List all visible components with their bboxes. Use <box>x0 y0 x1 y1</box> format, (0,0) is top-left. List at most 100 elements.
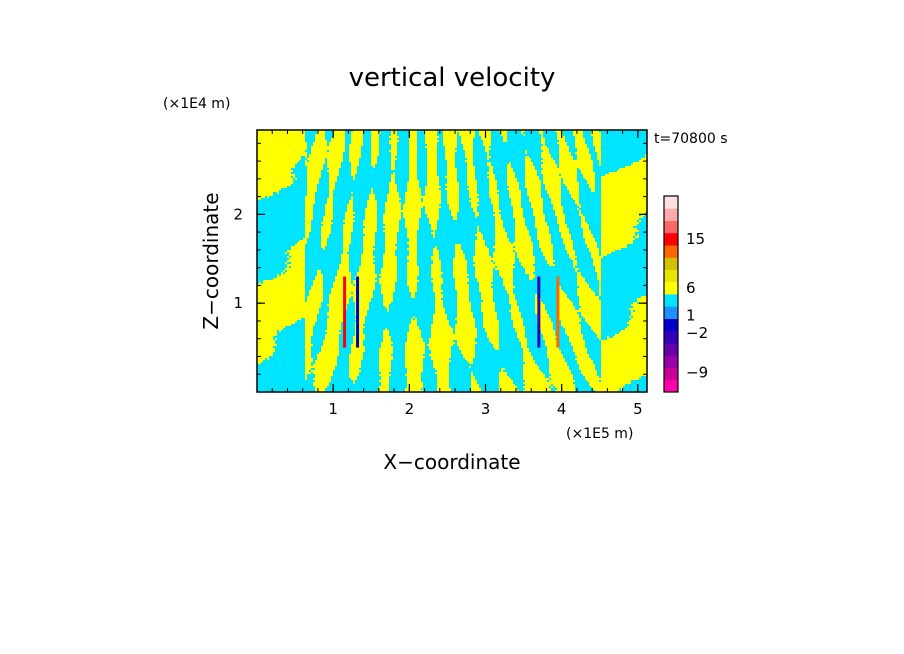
field-cell <box>529 274 535 276</box>
field-cell <box>463 146 473 148</box>
field-cell <box>481 308 495 310</box>
field-cell <box>511 308 519 310</box>
field-cell <box>559 150 569 152</box>
field-cell <box>315 140 327 142</box>
field-cell <box>455 284 469 286</box>
field-cell <box>371 148 379 150</box>
field-cell <box>601 352 647 354</box>
field-cell <box>525 158 531 160</box>
field-cell <box>317 270 321 272</box>
field-cell <box>431 272 443 274</box>
field-cell <box>507 176 515 178</box>
field-cell <box>383 294 393 296</box>
field-cell <box>567 252 575 254</box>
field-cell <box>471 386 479 388</box>
field-cell <box>601 178 647 180</box>
field-cell <box>479 286 491 288</box>
field-cell <box>433 286 441 288</box>
field-cell <box>287 270 305 272</box>
field-cell <box>345 218 353 220</box>
field-cell <box>601 380 631 382</box>
field-cell <box>579 366 595 368</box>
field-cell <box>601 202 647 204</box>
field-cell <box>321 222 333 224</box>
field-cell <box>281 274 305 276</box>
field-cell <box>363 252 373 254</box>
field-cell <box>553 206 563 208</box>
field-cell <box>313 142 327 144</box>
field-cell <box>573 266 575 268</box>
field-cell <box>575 268 579 270</box>
field-cell <box>409 252 417 254</box>
colorbar-segment <box>664 379 678 393</box>
field-cell <box>457 294 469 296</box>
x-tick-label: 5 <box>633 400 643 418</box>
field-cell <box>513 322 523 324</box>
field-cell <box>557 302 573 304</box>
field-cell <box>467 184 477 186</box>
field-cell <box>595 270 601 272</box>
field-cell <box>507 166 511 168</box>
field-cell <box>363 232 375 234</box>
field-cell <box>349 362 361 364</box>
field-cell <box>329 180 337 182</box>
field-cell <box>435 368 449 370</box>
field-cell <box>329 178 337 180</box>
field-cell <box>323 340 339 342</box>
field-cell <box>577 150 589 152</box>
field-cell <box>493 254 515 256</box>
field-cell <box>545 342 557 344</box>
field-cell <box>433 262 441 264</box>
field-cell <box>307 190 317 192</box>
colorbar-segment <box>664 306 678 319</box>
field-cell <box>407 284 417 286</box>
field-cell <box>431 226 437 228</box>
field-cell <box>557 132 563 134</box>
field-cell <box>457 310 471 312</box>
field-cell <box>391 164 395 166</box>
field-cell <box>521 346 527 348</box>
field-cell <box>475 248 489 250</box>
field-cell <box>351 196 353 198</box>
field-cell <box>427 162 437 164</box>
field-cell <box>389 142 397 144</box>
field-cell <box>445 176 457 178</box>
field-cell <box>495 244 533 246</box>
field-cell <box>493 208 499 210</box>
field-cell <box>405 194 421 196</box>
field-cell <box>543 252 553 254</box>
field-cell <box>523 364 537 366</box>
field-cell <box>573 260 577 262</box>
field-cell <box>475 212 479 214</box>
field-cell <box>321 230 331 232</box>
field-cell <box>379 282 395 284</box>
field-cell <box>525 384 551 386</box>
field-cell <box>591 190 595 192</box>
field-cell <box>321 350 339 352</box>
field-cell <box>633 302 637 304</box>
field-cell <box>443 144 457 146</box>
field-cell <box>289 258 305 260</box>
field-cell <box>489 180 497 182</box>
field-cell <box>371 130 379 132</box>
field-cell <box>597 152 601 154</box>
plot-area <box>257 130 647 392</box>
field-cell <box>541 148 549 150</box>
field-cell <box>475 246 487 248</box>
field-cell <box>569 338 583 340</box>
field-cell <box>257 140 305 142</box>
field-cell <box>525 272 533 274</box>
field-cell <box>257 144 307 146</box>
field-cell <box>471 378 475 380</box>
field-cell <box>547 348 559 350</box>
field-cell <box>601 350 647 352</box>
field-cell <box>593 264 601 266</box>
field-cell <box>307 176 321 178</box>
field-cell <box>345 212 355 214</box>
field-cell <box>537 322 553 324</box>
field-cell <box>283 270 285 272</box>
field-cell <box>575 136 583 138</box>
field-cell <box>305 362 311 364</box>
field-cell <box>541 250 553 252</box>
field-cell <box>379 360 391 362</box>
